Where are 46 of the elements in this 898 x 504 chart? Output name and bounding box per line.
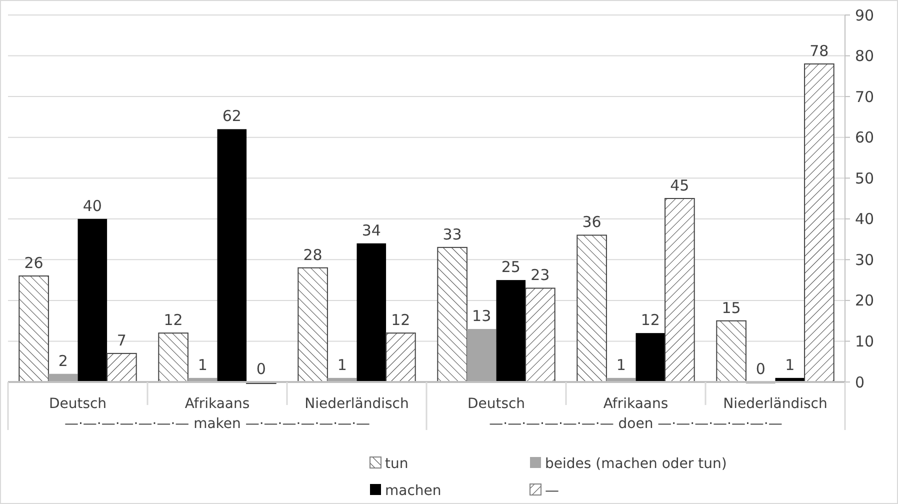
data-label: 1 [198,356,208,374]
x-tick-label: Afrikaans [184,396,250,412]
text: —·—·—·—·—·—·— doen —·—·—·—·—·—·— [489,416,782,432]
y-tick-label: 70 [855,88,874,106]
data-label: 26 [24,254,44,272]
x-tick-label: Afrikaans [603,396,668,412]
legend-label: — [545,482,559,499]
data-label: 28 [303,246,322,264]
x-tick-label: Deutsch [467,396,526,412]
data-label: 45 [670,176,690,194]
data-label: 7 [116,331,126,350]
y-tick-label: 60 [855,128,874,147]
data-label: 23 [530,266,550,284]
x-tick-label: Niederländisch [304,396,409,412]
legend-label: beides (machen oder tun) [545,456,727,472]
y-tick-label: 0 [855,373,865,392]
data-label: 1 [616,356,626,374]
y-tick-label: 30 [855,250,874,269]
data-label: 1 [337,356,347,374]
data-label: 36 [582,213,602,232]
data-label: 12 [164,311,183,330]
data-label: 78 [810,42,829,60]
y-tick-label: 10 [855,332,874,350]
data-label: 1 [785,356,795,374]
data-label: 13 [472,306,492,325]
data-label: 40 [82,196,102,215]
data-label: 12 [391,311,410,330]
data-label: 12 [640,311,660,330]
y-tick-label: 50 [855,169,874,188]
y-tick-label: 20 [855,292,874,310]
data-label: 2 [58,352,68,370]
y-tick-label: 40 [855,210,874,228]
text: —·—·—·—·—·—·— maken —·—·—·—·—·—·— [64,416,370,432]
data-label: 0 [256,360,266,378]
data-label: 25 [501,258,520,276]
data-label: 62 [222,107,242,126]
data-label: 33 [442,225,462,244]
x-tick-label: Deutsch [48,396,107,412]
y-tick-label: 90 [855,6,874,24]
legend-label: machen [385,482,442,499]
y-tick-label: 80 [855,47,874,66]
legend-label: tun [385,456,408,472]
data-label: 15 [722,298,741,317]
data-label: 34 [362,221,381,240]
data-label: 0 [756,360,766,378]
x-tick-label: Niederländisch [723,396,828,412]
